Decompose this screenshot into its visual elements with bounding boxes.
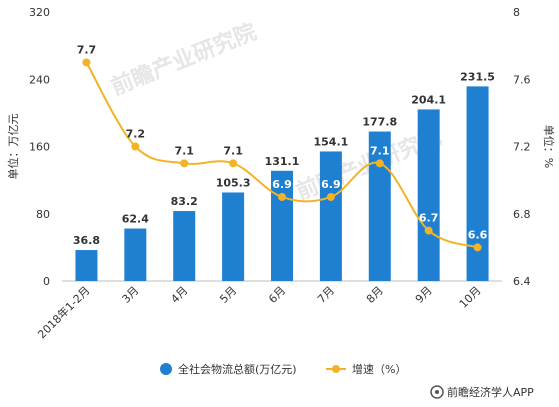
credit-text: 前瞻经济学人APP bbox=[447, 385, 534, 399]
x-tick-label: 10月 bbox=[457, 284, 484, 311]
line-point bbox=[473, 243, 482, 252]
credit-logo-icon bbox=[430, 385, 444, 399]
bar-value-label: 62.4 bbox=[122, 213, 149, 226]
bar-value-label: 131.1 bbox=[265, 155, 300, 168]
bar bbox=[124, 228, 147, 281]
watermark-text: 前瞻产业研究院 bbox=[108, 19, 261, 101]
y-left-axis-title: 单位：万亿元 bbox=[6, 114, 20, 180]
line-value-label: 6.9 bbox=[272, 178, 292, 191]
bar bbox=[173, 211, 196, 281]
x-tick-label: 9月 bbox=[413, 284, 435, 306]
credit: 前瞻经济学人APP bbox=[430, 385, 534, 399]
legend: 全社会物流总额(万亿元) 增速（%） bbox=[160, 362, 406, 376]
line-point bbox=[131, 142, 140, 151]
bar-value-label: 204.1 bbox=[411, 93, 446, 106]
y-right-tick-label: 6.4 bbox=[513, 275, 531, 288]
bar bbox=[319, 151, 342, 281]
y-right-tick-label: 7.6 bbox=[513, 73, 531, 86]
bar-value-label: 105.3 bbox=[216, 176, 251, 189]
line-value-label: 6.9 bbox=[321, 178, 341, 191]
line-point bbox=[326, 192, 335, 201]
line-point bbox=[375, 159, 384, 168]
bar bbox=[417, 109, 440, 281]
line-point bbox=[180, 159, 189, 168]
line-value-label: 7.1 bbox=[174, 144, 194, 157]
line-point bbox=[278, 192, 286, 201]
x-tick-label: 6月 bbox=[266, 284, 288, 306]
bar-value-label: 177.8 bbox=[362, 116, 397, 129]
line-point bbox=[82, 58, 91, 67]
x-tick-label: 4月 bbox=[168, 284, 190, 306]
line-value-label: 7.7 bbox=[77, 43, 97, 56]
y-left-tick-label: 80 bbox=[36, 208, 50, 221]
line-series bbox=[82, 58, 482, 252]
y-left-tick-label: 240 bbox=[29, 73, 50, 86]
y-left-tick-label: 320 bbox=[29, 6, 50, 19]
line-value-label: 6.7 bbox=[419, 212, 439, 225]
line-value-label: 7.2 bbox=[126, 128, 146, 141]
line-value-label: 6.6 bbox=[468, 228, 488, 241]
y-right-tick-label: 8 bbox=[513, 6, 520, 19]
data-labels: 36.8 62.4 83.2 105.3 131.1 154.1 177.8 204.1 231… bbox=[73, 43, 495, 247]
legend-bar-label: 全社会物流总额(万亿元) bbox=[178, 362, 297, 376]
bar bbox=[368, 131, 391, 281]
bar bbox=[222, 192, 245, 281]
bar bbox=[75, 250, 98, 281]
bar-value-label: 83.2 bbox=[171, 195, 198, 208]
x-tick-label: 8月 bbox=[364, 284, 386, 306]
line-value-label: 7.1 bbox=[370, 144, 390, 157]
legend-bar-marker bbox=[160, 363, 172, 375]
y-right-tick-label: 6.8 bbox=[513, 208, 531, 221]
y-right-axis-title: 单位：% bbox=[542, 125, 556, 168]
line-point bbox=[229, 159, 238, 168]
bar-value-label: 231.5 bbox=[460, 70, 495, 83]
line-value-label: 7.1 bbox=[223, 144, 243, 157]
x-tick-label: 2018年1-2月 bbox=[35, 283, 93, 341]
y-left-tick-label: 0 bbox=[43, 275, 50, 288]
line-point bbox=[424, 226, 433, 235]
y-left-tick-label: 160 bbox=[29, 141, 50, 154]
credit-logo-dot bbox=[435, 390, 439, 394]
x-tick-label: 3月 bbox=[120, 284, 142, 306]
x-tick-label: 5月 bbox=[217, 284, 239, 306]
bar-value-label: 154.1 bbox=[313, 135, 348, 148]
x-tick-label: 7月 bbox=[315, 284, 337, 306]
y-right-tick-label: 7.2 bbox=[513, 141, 531, 154]
legend-line-marker bbox=[332, 365, 340, 373]
bar-value-label: 36.8 bbox=[73, 234, 100, 247]
legend-line-label: 增速（%） bbox=[352, 362, 406, 376]
bar bbox=[466, 86, 489, 281]
